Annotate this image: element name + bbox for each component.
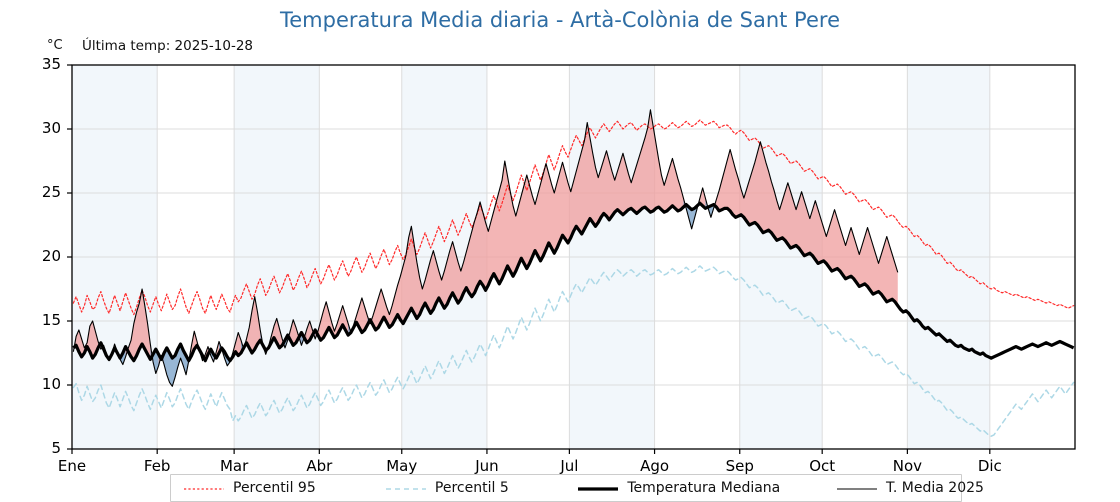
chart-legend: Percentil 95 Percentil 5 Temperatura Media…: [170, 474, 984, 502]
legend-label: Percentil 95: [233, 480, 316, 496]
y-tick-label: 35: [41, 55, 61, 73]
y-tick-label: 25: [41, 183, 61, 201]
x-tick-label: Ene: [57, 457, 87, 475]
legend-label: T. Media 2025: [886, 480, 984, 496]
y-tick-label: 20: [41, 247, 61, 265]
legend-swatch: [577, 481, 619, 495]
x-tick-label: Dic: [977, 457, 1002, 475]
x-tick-label: Abr: [306, 457, 333, 475]
legend-item: Percentil 5: [377, 475, 569, 501]
x-tick-label: Sep: [725, 457, 754, 475]
x-tick-label: Feb: [143, 457, 171, 475]
x-tick-label: Oct: [809, 457, 836, 475]
legend-item: Percentil 95: [171, 475, 377, 501]
x-tick-label: Mar: [219, 457, 249, 475]
legend-label: Percentil 5: [434, 480, 509, 496]
legend-swatch: [385, 481, 427, 495]
y-tick-label: 30: [41, 119, 61, 137]
legend-swatch: [183, 481, 225, 495]
axis-tick-marks: [67, 64, 991, 454]
y-tick-label: 5: [51, 439, 61, 457]
legend-swatch: [836, 481, 878, 495]
legend-label: Temperatura Mediana: [627, 480, 781, 496]
legend-item: T. Media 2025: [828, 475, 984, 501]
y-tick-label: 15: [41, 311, 61, 329]
y-tick-label: 10: [41, 375, 61, 393]
x-tick-label: May: [386, 457, 418, 475]
page-title: Temperatura Media diaria - Artà-Colònia …: [280, 8, 840, 32]
x-tick-label: Nov: [892, 457, 923, 475]
chart-series-lines: [72, 109, 1075, 437]
legend-item: Temperatura Mediana: [569, 475, 828, 501]
x-tick-label: Jul: [560, 457, 579, 475]
x-tick-label: Jun: [475, 457, 499, 475]
x-tick-label: Ago: [640, 457, 670, 475]
last-temp-label: Última temp: 2025-10-28: [82, 38, 254, 54]
y-axis-unit-label: °C: [47, 38, 63, 53]
